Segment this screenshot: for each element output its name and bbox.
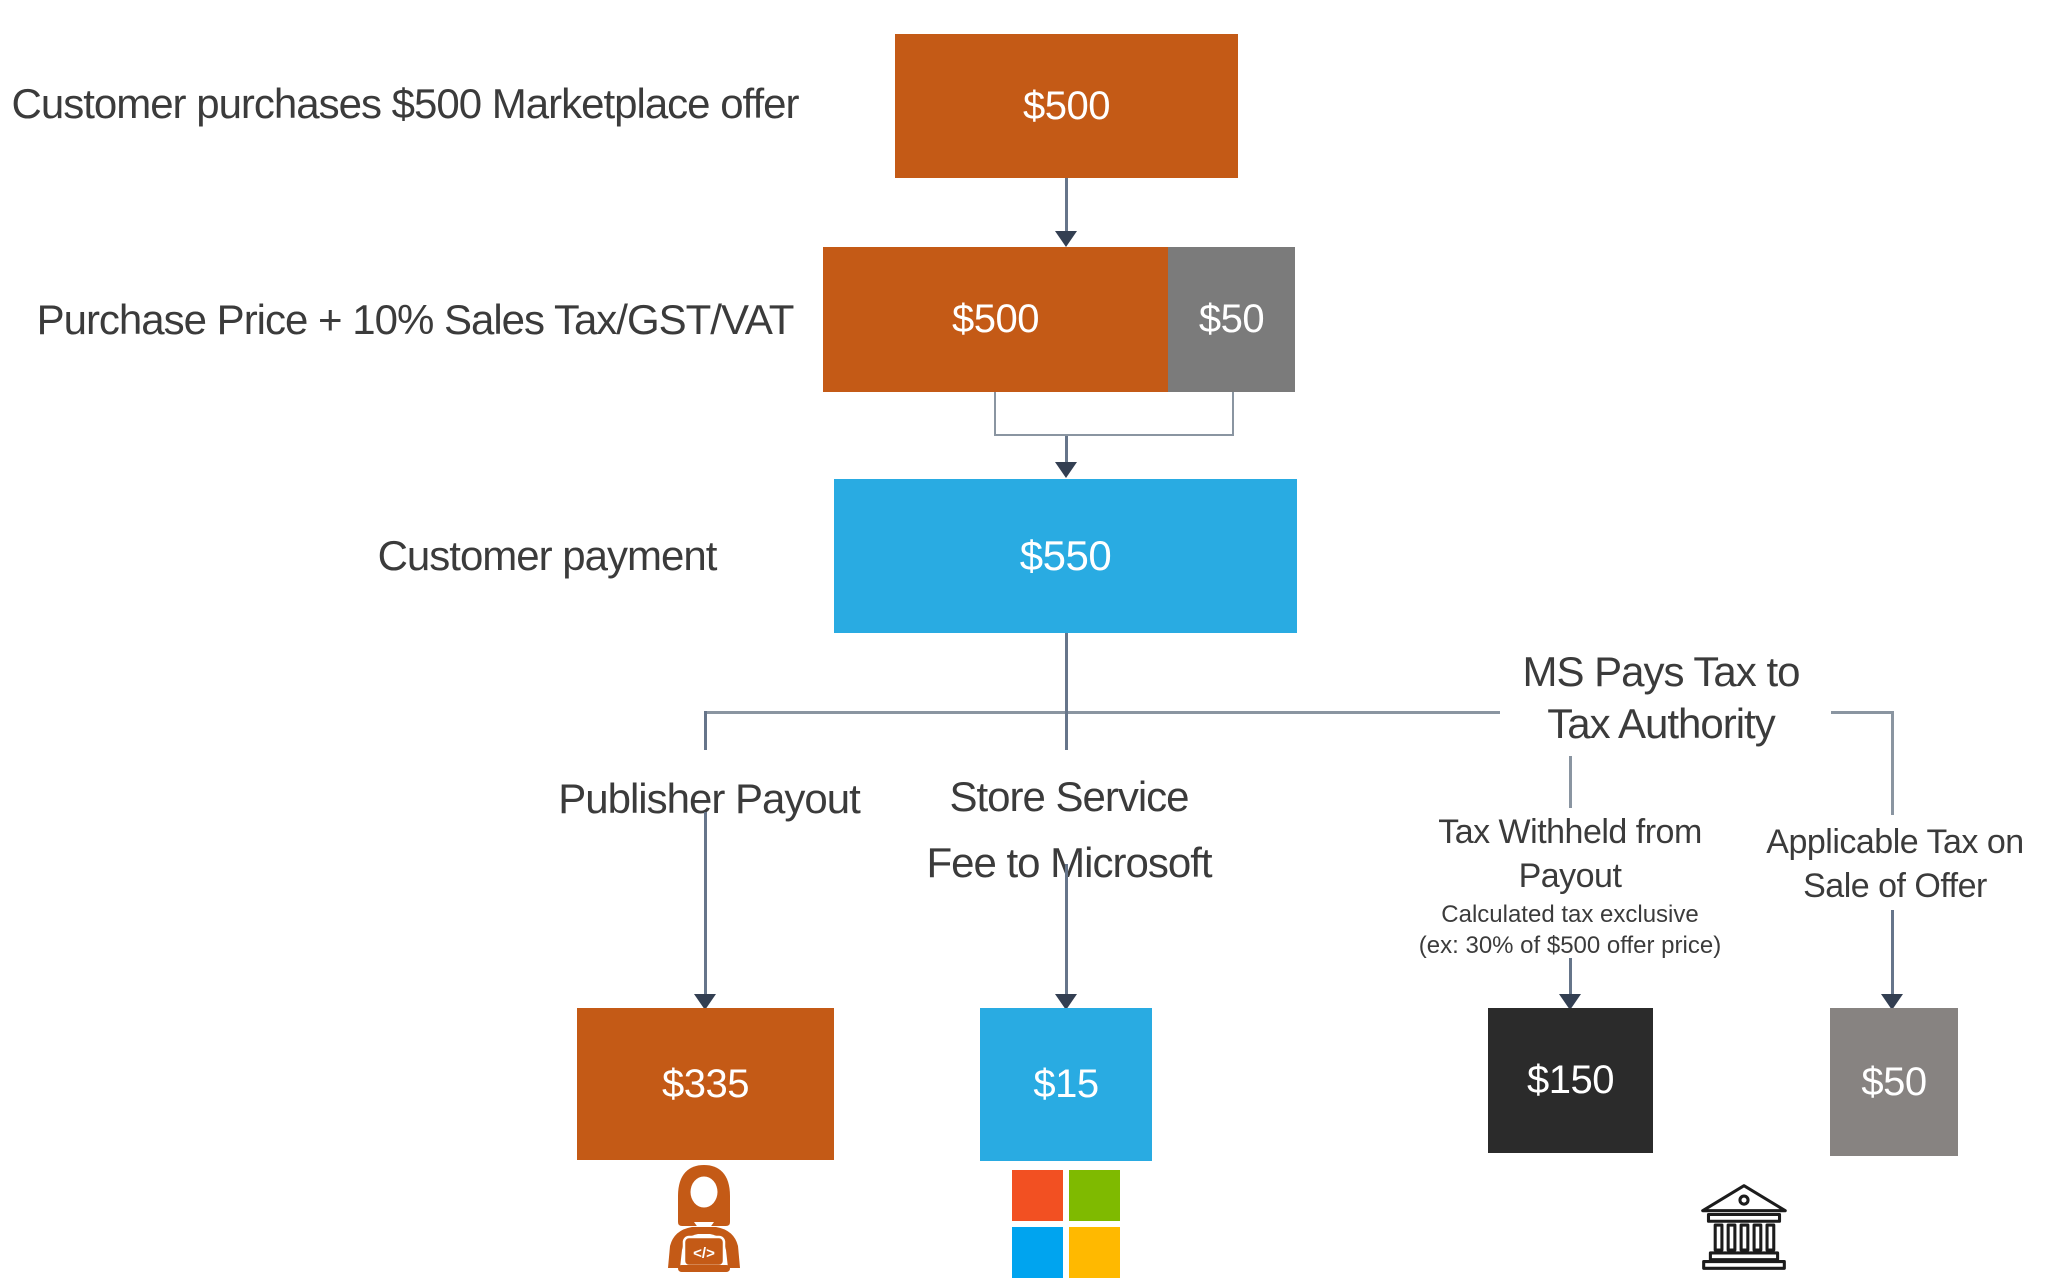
label-applicable-tax-line1: Applicable Tax on <box>1766 823 2024 861</box>
connector-storefee-lower <box>1065 864 1068 994</box>
bracket-horizontal <box>994 434 1234 436</box>
ms-logo-green-square <box>1069 1170 1120 1221</box>
label-purchase-price-tax: Purchase Price + 10% Sales Tax/GST/VAT <box>36 296 795 343</box>
arrowhead-publisher <box>694 994 716 1010</box>
label-tax-withheld-note: Calculated tax exclusive (ex: 30% of $50… <box>1370 899 1770 961</box>
store-fee-box: $15 <box>980 1008 1152 1161</box>
label-applicable-tax-line2: Sale of Offer <box>1803 867 1987 905</box>
label-store-service-line2: Fee to Microsoft <box>926 839 1212 886</box>
label-tax-withheld-line1: Tax Withheld from <box>1438 813 1702 851</box>
label-ms-pays-tax: MS Pays Tax to Tax Authority <box>1461 646 1861 750</box>
arrowhead-bracket-to-payment <box>1055 462 1077 478</box>
arrowhead-withheld <box>1559 994 1581 1010</box>
label-ms-pays-tax-line1: MS Pays Tax to <box>1522 648 1800 695</box>
label-store-service-line1: Store Service <box>949 773 1189 820</box>
bracket-left-vertical <box>994 392 996 436</box>
label-customer-purchases: Customer purchases $500 Marketplace offe… <box>11 80 800 127</box>
label-tax-withheld: Tax Withheld from Payout <box>1370 810 1770 898</box>
connector-applicable-lower <box>1891 910 1894 994</box>
label-tax-withheld-note-line1: Calculated tax exclusive <box>1441 901 1699 928</box>
sales-tax-box: $50 <box>1168 247 1295 392</box>
microsoft-logo <box>1012 1170 1120 1278</box>
connector-payment-stem <box>1065 633 1068 712</box>
label-publisher-payout: Publisher Payout <box>558 775 861 822</box>
connector-publisher-upper <box>704 711 707 750</box>
connector-publisher-lower <box>704 812 707 994</box>
label-applicable-tax: Applicable Tax on Sale of Offer <box>1715 820 2048 908</box>
code-brackets-glyph: </> <box>693 1245 715 1262</box>
connector-storefee-upper <box>1065 711 1068 750</box>
connector-offer-to-price <box>1065 178 1068 231</box>
purchase-price-box: $500 <box>823 247 1168 392</box>
bracket-right-vertical <box>1232 392 1234 436</box>
publisher-payout-box: $335 <box>577 1008 834 1160</box>
arrowhead-storefee <box>1055 994 1077 1010</box>
distribution-rail-right <box>1831 711 1893 714</box>
label-customer-payment: Customer payment <box>377 532 718 579</box>
ms-logo-blue-square <box>1012 1227 1063 1278</box>
ms-logo-yellow-square <box>1069 1227 1120 1278</box>
label-store-service-fee: Store Service Fee to Microsoft <box>869 764 1269 896</box>
connector-withheld-lower <box>1569 958 1572 994</box>
tax-withheld-box: $150 <box>1488 1008 1653 1153</box>
distribution-rail-left <box>704 711 1500 714</box>
ms-logo-red-square <box>1012 1170 1063 1221</box>
connector-mstax-to-withheld <box>1569 756 1572 808</box>
offer-price-box: $500 <box>895 34 1238 178</box>
connector-bracket-to-payment <box>1065 436 1068 462</box>
bank-icon <box>1701 1184 1787 1270</box>
label-tax-withheld-note-line2: (ex: 30% of $500 offer price) <box>1418 932 1722 959</box>
customer-payment-box: $550 <box>834 479 1297 633</box>
connector-elbow-vertical <box>1891 711 1894 815</box>
arrowhead-applicable <box>1881 994 1903 1010</box>
label-tax-withheld-line2: Payout <box>1518 857 1622 895</box>
publisher-woman-laptop-icon: </> <box>668 1165 740 1272</box>
arrowhead-offer-to-price <box>1055 231 1077 247</box>
applicable-tax-box: $50 <box>1830 1008 1958 1156</box>
label-ms-pays-tax-line2: Tax Authority <box>1547 700 1775 747</box>
